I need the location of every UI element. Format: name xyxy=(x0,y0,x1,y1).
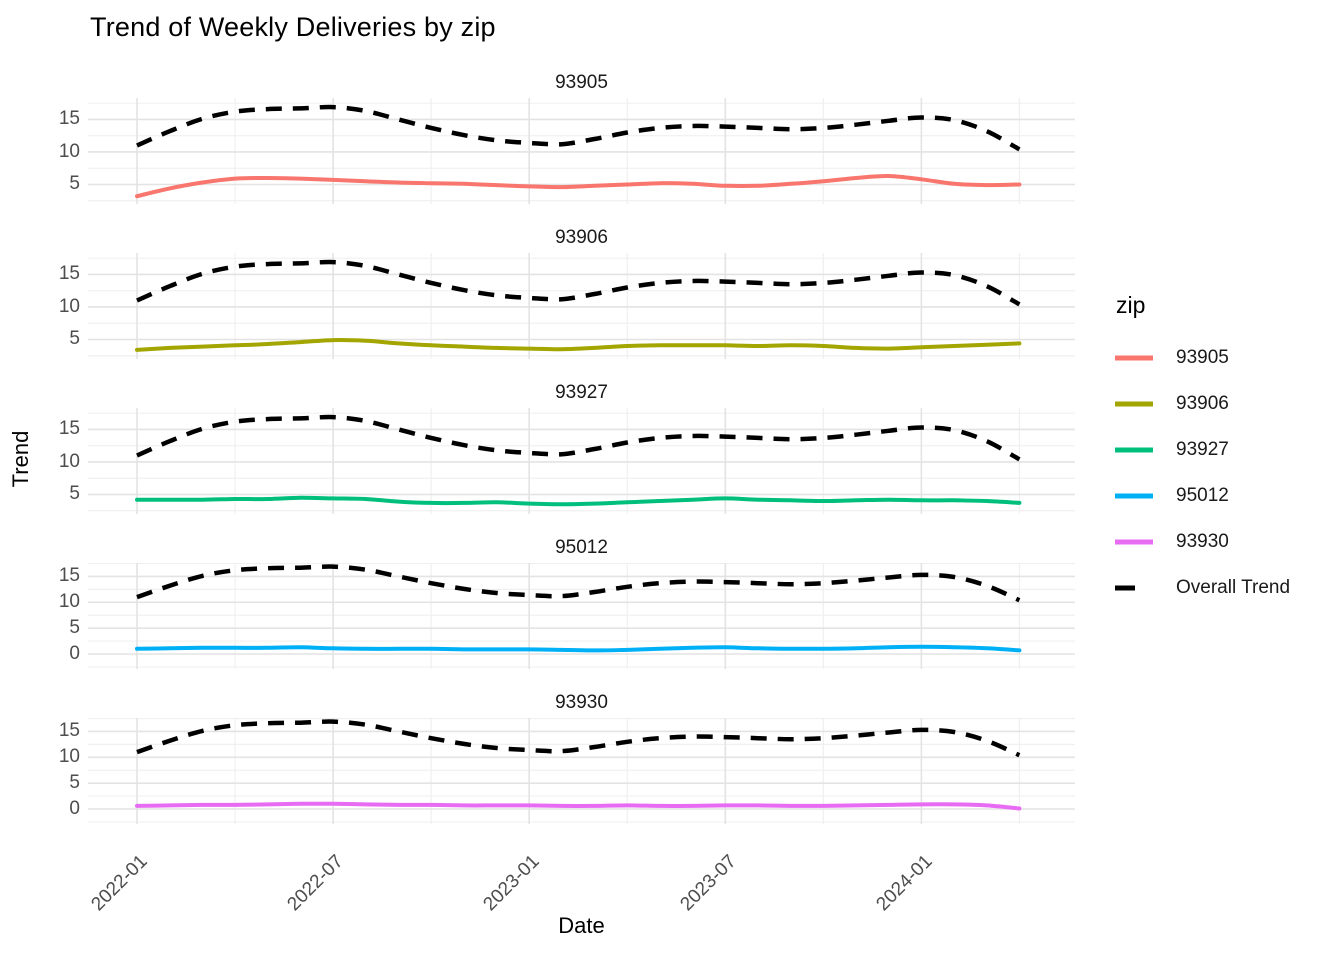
legend-entry-label: 95012 xyxy=(1176,485,1229,506)
overall-trend-line xyxy=(136,104,1021,152)
facet-panel-93906 xyxy=(88,253,1075,359)
facet-95012: 95012 0 5 10 15 xyxy=(40,533,1075,669)
zip-trend-line-95012 xyxy=(135,644,1022,653)
facet-panel-93927 xyxy=(88,408,1075,514)
legend: zip 93905 93906 93927 95012 93930 Overall Tre… xyxy=(1108,292,1338,611)
legend-entry-93930: 93930 xyxy=(1108,519,1338,565)
legend-entry-overall-trend: Overall Trend xyxy=(1108,565,1338,611)
y-tick-label: 5 xyxy=(69,173,80,195)
y-tick-label: 0 xyxy=(69,798,80,819)
y-axis-tick-labels: 0 5 10 15 xyxy=(40,563,88,669)
zip-trend-line-93906 xyxy=(135,338,1022,352)
facet-panel-93905 xyxy=(88,98,1075,204)
facet-93927: 93927 5 10 15 xyxy=(40,378,1075,514)
x-tick-label: 2024-01 xyxy=(872,851,937,916)
y-tick-label: 15 xyxy=(58,108,80,130)
y-tick-label: 15 xyxy=(58,720,80,742)
line-key-icon xyxy=(1115,401,1153,407)
overall-trend-line xyxy=(136,259,1021,307)
facet-strip-label: 93930 xyxy=(555,692,608,713)
line-key-icon xyxy=(1115,355,1153,361)
facet-panel-93930 xyxy=(88,718,1075,824)
y-tick-label: 15 xyxy=(58,418,80,440)
facet-strip-label: 93906 xyxy=(555,227,608,248)
zip-trend-line-93930 xyxy=(135,801,1022,811)
dashed-line-key-icon xyxy=(1115,585,1153,591)
facet-strip-label: 93927 xyxy=(555,382,608,403)
facet-panel-95012 xyxy=(88,563,1075,669)
line-key-icon xyxy=(1115,539,1153,545)
facet-panels-container: 93905 5 10 15 93906 5 10 15 93927 5 10 15 95012 0 5 10 1… xyxy=(40,68,1075,843)
line-key-icon xyxy=(1115,493,1153,499)
overall-trend-line xyxy=(136,564,1021,603)
x-axis-tick-labels: 2022-01 2022-07 2023-01 2023-07 2024-01 xyxy=(40,843,1075,921)
legend-entry-label: Overall Trend xyxy=(1176,577,1291,598)
facet-93906: 93906 5 10 15 xyxy=(40,223,1075,359)
facet-93930: 93930 0 5 10 15 xyxy=(40,688,1075,824)
y-tick-label: 10 xyxy=(58,295,80,317)
legend-entry-93905: 93905 xyxy=(1108,335,1338,381)
legend-entry-label: 93930 xyxy=(1176,531,1229,552)
y-tick-label: 0 xyxy=(69,643,80,664)
y-axis-tick-labels: 0 5 10 15 xyxy=(40,718,88,824)
x-tick-label: 2022-01 xyxy=(87,851,152,916)
legend-entry-95012: 95012 xyxy=(1108,473,1338,519)
zip-trend-line-93905 xyxy=(135,173,1022,199)
overall-trend-line xyxy=(136,414,1021,462)
y-tick-label: 10 xyxy=(58,140,80,162)
chart-title: Trend of Weekly Deliveries by zip xyxy=(90,12,496,42)
x-tick-label: 2023-01 xyxy=(479,851,545,916)
legend-entry-label: 93905 xyxy=(1176,347,1229,368)
line-key-icon xyxy=(1115,447,1153,453)
legend-entry-93906: 93906 xyxy=(1108,381,1338,427)
legend-entry-93927: 93927 xyxy=(1108,427,1338,473)
y-axis-tick-labels: 5 10 15 xyxy=(40,408,88,514)
y-tick-label: 5 xyxy=(69,328,80,350)
y-axis-tick-labels: 5 10 15 xyxy=(40,98,88,204)
y-tick-label: 5 xyxy=(69,483,80,505)
facet-93905: 93905 5 10 15 xyxy=(40,68,1075,204)
y-tick-label: 15 xyxy=(58,263,80,285)
y-tick-label: 15 xyxy=(58,565,80,587)
overall-trend-line xyxy=(136,719,1021,758)
y-tick-label: 10 xyxy=(58,450,80,472)
legend-entry-label: 93927 xyxy=(1176,439,1229,460)
y-axis-title: Trend xyxy=(8,430,33,488)
y-tick-label: 5 xyxy=(69,772,80,794)
legend-entry-label: 93906 xyxy=(1176,393,1229,414)
y-tick-label: 10 xyxy=(58,746,80,768)
legend-title: zip xyxy=(1116,292,1146,318)
facet-strip-label: 95012 xyxy=(555,537,608,558)
x-tick-label: 2023-07 xyxy=(676,851,741,916)
zip-trend-line-93927 xyxy=(135,495,1022,507)
y-tick-label: 10 xyxy=(58,591,80,613)
facet-strip-label: 93905 xyxy=(555,72,608,93)
y-axis-tick-labels: 5 10 15 xyxy=(40,253,88,359)
legend-entries: 93905 93906 93927 95012 93930 Overall Trend xyxy=(1108,335,1338,611)
x-axis-title: Date xyxy=(558,913,605,938)
x-tick-label: 2022-07 xyxy=(283,851,348,916)
y-tick-label: 5 xyxy=(69,617,80,639)
